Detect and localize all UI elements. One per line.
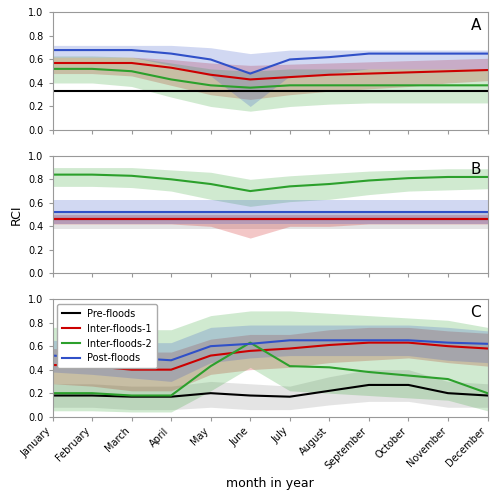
Text: C: C [470, 305, 481, 320]
Y-axis label: RCI: RCI [10, 204, 22, 225]
Text: B: B [470, 162, 481, 177]
Legend: Pre-floods, Inter-floods-1, Inter-floods-2, Post-floods: Pre-floods, Inter-floods-1, Inter-floods… [58, 304, 157, 368]
Text: A: A [470, 18, 481, 33]
X-axis label: month in year: month in year [226, 477, 314, 490]
